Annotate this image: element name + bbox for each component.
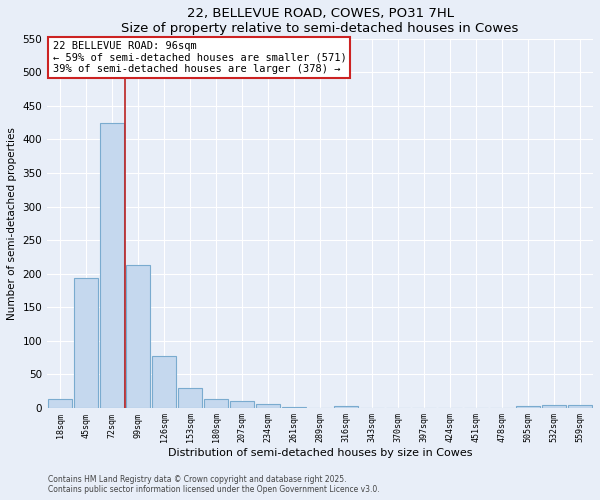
Y-axis label: Number of semi-detached properties: Number of semi-detached properties [7, 127, 17, 320]
Bar [48, 399, 73, 407]
Text: Contains HM Land Registry data © Crown copyright and database right 2025.
Contai: Contains HM Land Registry data © Crown c… [48, 474, 380, 494]
Bar [334, 406, 358, 407]
Bar [100, 122, 124, 408]
Bar [152, 356, 176, 408]
Bar [568, 405, 592, 407]
Bar [126, 265, 151, 408]
Bar [282, 407, 307, 408]
Bar [230, 401, 254, 407]
Text: 22 BELLEVUE ROAD: 96sqm
← 59% of semi-detached houses are smaller (571)
39% of s: 22 BELLEVUE ROAD: 96sqm ← 59% of semi-de… [53, 40, 346, 74]
X-axis label: Distribution of semi-detached houses by size in Cowes: Distribution of semi-detached houses by … [168, 448, 472, 458]
Bar [204, 399, 229, 407]
Bar [542, 405, 566, 407]
Bar [74, 278, 98, 407]
Bar [256, 404, 280, 407]
Bar [178, 388, 202, 407]
Title: 22, BELLEVUE ROAD, COWES, PO31 7HL
Size of property relative to semi-detached ho: 22, BELLEVUE ROAD, COWES, PO31 7HL Size … [121, 7, 519, 35]
Bar [516, 406, 541, 407]
